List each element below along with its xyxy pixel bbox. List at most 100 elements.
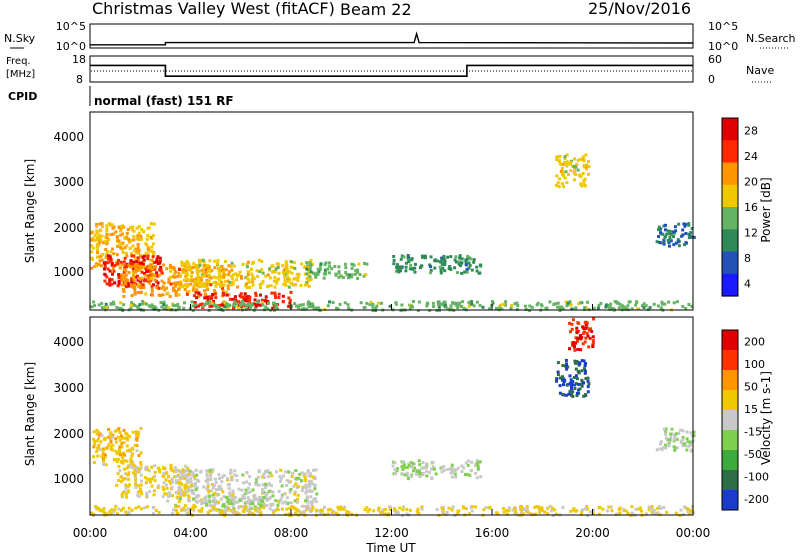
power-panel-frame: [89, 111, 694, 311]
heatmap-cell: [140, 492, 144, 496]
heatmap-cell: [93, 442, 97, 446]
heatmap-cell: [230, 268, 234, 272]
heatmap-cell: [251, 275, 255, 279]
heatmap-cell: [337, 265, 341, 269]
heatmap-cell: [136, 269, 140, 273]
heatmap-cell: [498, 305, 502, 309]
heatmap-cell: [559, 376, 562, 380]
x-tick-label: 00:00: [73, 526, 108, 540]
heatmap-cell: [222, 273, 226, 276]
heatmap-cell: [402, 460, 405, 464]
heatmap-cell: [450, 463, 454, 467]
heatmap-cell: [127, 264, 130, 268]
heatmap-cell: [101, 225, 105, 229]
heatmap-cell: [449, 307, 453, 311]
heatmap-cell: [265, 470, 269, 474]
heatmap-cell: [284, 283, 288, 287]
power-colorbar-swatch: [722, 273, 738, 297]
heatmap-cell: [256, 275, 260, 278]
heatmap-cell: [207, 493, 211, 497]
heatmap-cell: [274, 296, 278, 300]
heatmap-cell: [105, 229, 109, 233]
heatmap-cell: [514, 512, 518, 515]
heatmap-cell: [575, 509, 579, 513]
heatmap-cell: [149, 249, 153, 253]
heatmap-cell: [162, 481, 166, 485]
heatmap-cell: [211, 508, 215, 512]
heatmap-cell: [410, 475, 414, 478]
heatmap-cell: [673, 437, 677, 441]
heatmap-cell: [107, 257, 110, 261]
heatmap-cell: [575, 326, 579, 330]
heatmap-cell: [139, 490, 143, 494]
heatmap-cell: [407, 462, 411, 466]
heatmap-cell: [377, 508, 380, 512]
heatmap-cell: [208, 504, 212, 507]
heatmap-cell: [146, 269, 150, 273]
heatmap-cell: [258, 507, 262, 511]
heatmap-cell: [117, 225, 121, 229]
heatmap-cell: [655, 448, 659, 452]
heatmap-cell: [666, 438, 670, 442]
heatmap-cell: [546, 506, 550, 510]
heatmap-cell: [581, 342, 585, 346]
heatmap-cell: [216, 259, 220, 263]
heatmap-cell: [97, 233, 101, 237]
heatmap-cell: [411, 469, 415, 473]
heatmap-cell: [117, 239, 121, 243]
heatmap-cell: [97, 263, 101, 267]
heatmap-cell: [92, 445, 96, 449]
heatmap-cell: [343, 301, 347, 305]
heatmap-cell: [592, 306, 596, 310]
heatmap-cell: [323, 505, 327, 509]
heatmap-cell: [168, 275, 172, 279]
heatmap-cell: [94, 505, 97, 508]
heatmap-cell: [565, 164, 569, 168]
heatmap-cell: [472, 260, 476, 264]
heatmap-cell: [576, 347, 580, 351]
heatmap-cell: [208, 259, 212, 263]
heatmap-cell: [100, 434, 104, 437]
heatmap-cell: [558, 177, 561, 181]
heatmap-cell: [259, 286, 262, 290]
heatmap-cell: [267, 483, 271, 486]
heatmap-cell: [245, 286, 249, 290]
heatmap-cell: [309, 480, 313, 484]
heatmap-cell: [265, 503, 269, 507]
heatmap-cell: [132, 254, 135, 258]
heatmap-cell: [256, 300, 260, 304]
heatmap-cell: [670, 427, 674, 431]
heatmap-cell: [136, 433, 140, 437]
heatmap-cell: [377, 506, 381, 510]
heatmap-cell: [287, 279, 290, 283]
heatmap-cell: [195, 281, 199, 285]
heatmap-cell: [120, 436, 124, 440]
heatmap-cell: [101, 449, 105, 453]
heatmap-cell: [142, 258, 146, 262]
heatmap-cell: [413, 270, 417, 274]
heatmap-cell: [350, 266, 354, 270]
heatmap-cell: [136, 305, 140, 308]
heatmap-cell: [681, 429, 685, 433]
heatmap-cell: [161, 495, 165, 499]
heatmap-cell: [569, 381, 573, 385]
heatmap-cell: [155, 260, 158, 264]
heatmap-cell: [131, 244, 135, 248]
heatmap-cell: [312, 271, 315, 275]
heatmap-cell: [467, 512, 471, 516]
heatmap-cell: [93, 304, 96, 308]
heatmap-cell: [254, 305, 258, 309]
heatmap-cell: [650, 505, 654, 509]
heatmap-cell: [110, 263, 114, 267]
heatmap-cell: [93, 238, 97, 242]
heatmap-cell: [133, 249, 137, 253]
heatmap-cell: [221, 511, 225, 515]
heatmap-cell: [451, 505, 455, 509]
heatmap-cell: [652, 512, 656, 516]
heatmap-cell: [247, 270, 250, 274]
heatmap-cell: [260, 282, 264, 286]
heatmap-cell: [150, 303, 154, 307]
heatmap-cell: [103, 262, 107, 266]
heatmap-cell: [131, 269, 135, 273]
